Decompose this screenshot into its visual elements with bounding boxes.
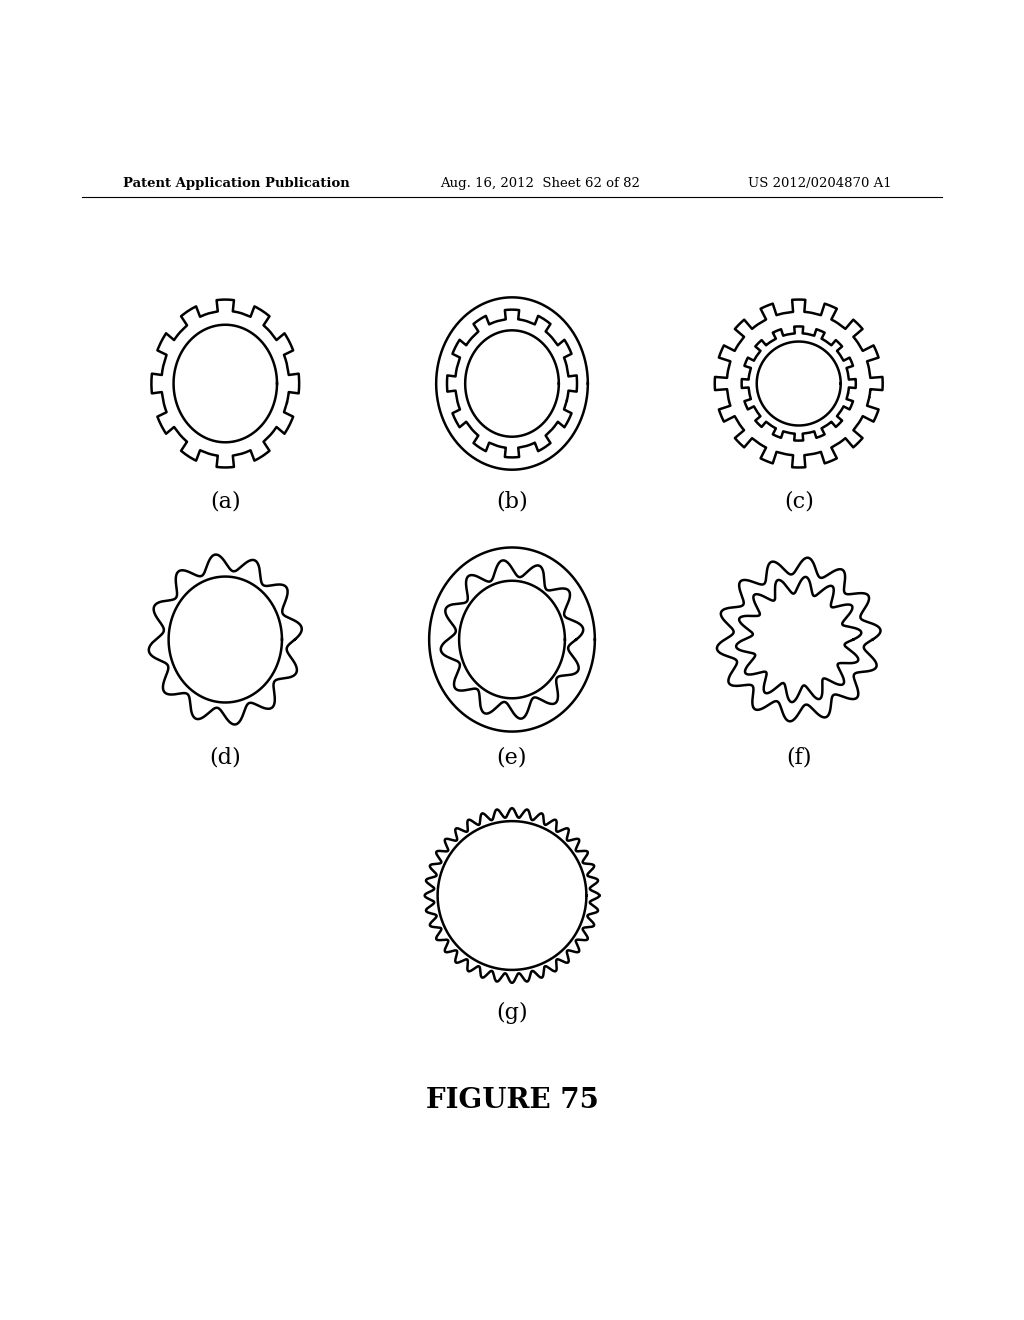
Text: (a): (a) bbox=[210, 490, 241, 512]
Text: (d): (d) bbox=[209, 746, 242, 768]
Text: Patent Application Publication: Patent Application Publication bbox=[123, 177, 349, 190]
Text: Aug. 16, 2012  Sheet 62 of 82: Aug. 16, 2012 Sheet 62 of 82 bbox=[440, 177, 640, 190]
Text: (f): (f) bbox=[786, 746, 811, 768]
Text: (g): (g) bbox=[497, 1002, 527, 1024]
Text: FIGURE 75: FIGURE 75 bbox=[426, 1086, 598, 1114]
Text: (e): (e) bbox=[497, 746, 527, 768]
Text: (c): (c) bbox=[783, 490, 814, 512]
Text: (b): (b) bbox=[496, 490, 528, 512]
Text: US 2012/0204870 A1: US 2012/0204870 A1 bbox=[748, 177, 891, 190]
